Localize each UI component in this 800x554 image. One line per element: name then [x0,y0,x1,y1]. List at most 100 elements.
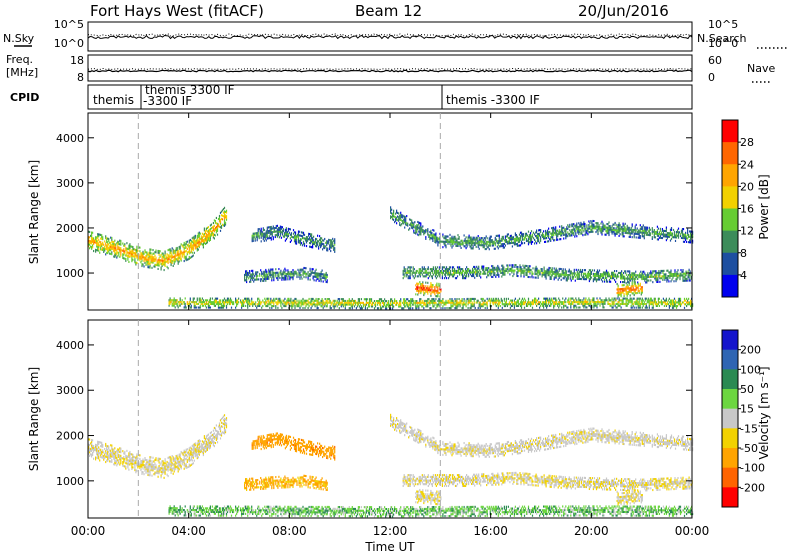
power-cell [298,274,300,277]
power-cell [205,236,208,239]
power-cell [602,301,604,304]
power-cell [423,233,425,236]
power-cell [568,299,570,302]
power-cell [429,231,431,234]
power-cell [466,239,468,242]
power-cell [404,271,406,274]
power-cell [476,301,478,304]
power-cell [258,297,260,300]
power-cell [221,214,224,217]
power-cell [379,305,382,308]
power-cell [181,253,183,256]
power-cell [548,233,550,236]
power-cell [347,301,349,304]
power-cell [344,305,346,308]
power-cell [650,301,652,304]
power-cell [486,305,488,308]
power-cell [197,234,199,237]
power-cell [513,303,516,306]
power-cell [210,302,213,305]
power-cell [186,240,188,243]
power-cell [259,229,261,232]
power-cell [682,301,685,304]
power-cell [562,268,564,271]
power-cell [196,299,198,302]
power-cell [115,252,117,255]
power-cell [674,305,677,308]
power-cell [246,279,248,282]
power-cell [358,301,361,304]
power-cell [262,236,264,239]
power-cell [303,303,305,306]
power-cell [594,302,596,305]
power-cell [557,278,559,281]
power-cell [325,305,327,308]
power-cell [495,238,497,241]
power-cell [286,303,288,306]
power-cell [97,242,99,245]
power-cell [684,276,686,279]
power-cell [491,301,493,304]
power-cell [282,235,285,238]
power-cell [505,239,508,242]
power-cell [604,273,607,276]
power-cell [469,238,471,241]
power-cell [303,233,306,236]
power-cell [220,303,223,306]
power-cell [423,268,425,271]
power-cell [283,269,285,272]
power-cell [301,268,303,271]
power-cell [669,275,671,278]
power-cell [664,275,666,278]
power-cell [592,274,595,277]
power-cell [564,299,566,302]
power-cell [627,281,629,284]
power-cell [513,237,516,240]
power-cell [527,270,529,273]
power-cell [480,240,482,243]
power-cell [172,252,174,255]
power-cell [386,300,388,303]
power-cell [175,247,177,250]
power-cell [527,301,530,304]
power-cell [530,237,533,240]
power-cell [494,236,496,239]
power-cell [178,260,180,263]
power-cell [648,301,650,304]
power-cell [650,279,652,282]
power-cell [509,306,512,309]
power-cell [267,303,269,306]
power-cell [187,258,189,261]
power-cell [283,271,285,274]
power-cell [486,237,488,240]
power-cell [158,257,160,260]
power-cell [426,305,428,308]
power-cell [174,301,176,304]
power-cell [674,301,677,304]
power-cell [544,275,546,278]
power-cell [654,275,656,278]
power-cell [629,274,631,277]
power-cell [625,301,627,304]
power-cell [423,301,425,304]
power-cell [167,260,169,263]
power-cell [398,216,400,219]
power-cell [156,262,158,265]
power-cell [313,303,315,306]
power-cell [332,299,334,302]
power-cell [629,299,631,302]
power-cell [477,240,479,243]
power-cell [128,248,130,251]
power-cell [504,235,507,238]
power-cell [640,274,642,277]
power-cell [655,272,657,275]
power-cell [675,305,678,308]
power-cell [568,302,570,305]
power-cell [194,245,196,248]
power-cell [480,237,482,240]
power-cell [276,232,279,235]
power-cell [385,305,387,308]
power-cell [119,255,121,258]
power-cell [197,302,199,305]
power-cell [685,274,687,277]
